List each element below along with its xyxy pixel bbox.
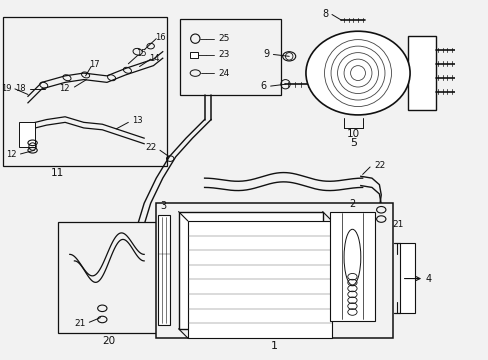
- Bar: [180, 19, 280, 95]
- Text: 21: 21: [74, 319, 85, 328]
- Bar: [156, 203, 392, 338]
- Bar: [178, 212, 322, 329]
- Text: 1: 1: [270, 341, 277, 351]
- Bar: [3, 17, 167, 166]
- Text: 3: 3: [160, 201, 166, 211]
- Text: 12: 12: [6, 150, 17, 159]
- Text: 15: 15: [136, 49, 146, 58]
- Text: 6: 6: [260, 81, 266, 91]
- Bar: [189, 52, 198, 58]
- Text: 25: 25: [218, 34, 229, 43]
- Text: 9: 9: [263, 49, 269, 59]
- Text: 21: 21: [391, 220, 403, 229]
- Text: 20: 20: [102, 336, 115, 346]
- Text: 2: 2: [348, 199, 355, 209]
- Bar: [187, 221, 331, 338]
- Text: 14: 14: [149, 54, 159, 63]
- Text: 18: 18: [16, 84, 26, 93]
- Text: 12: 12: [59, 84, 70, 93]
- Text: 13: 13: [132, 116, 142, 125]
- Text: 8: 8: [322, 9, 327, 19]
- Bar: [19, 122, 35, 147]
- Text: 17: 17: [89, 60, 100, 69]
- Bar: [58, 222, 160, 333]
- Text: 4: 4: [425, 274, 431, 284]
- Text: 16: 16: [154, 33, 165, 42]
- Bar: [329, 212, 374, 321]
- Text: 22: 22: [374, 161, 385, 170]
- Ellipse shape: [344, 229, 360, 285]
- Text: 24: 24: [218, 68, 229, 77]
- Text: 10: 10: [346, 129, 359, 139]
- Ellipse shape: [305, 31, 409, 115]
- Text: 11: 11: [51, 168, 64, 179]
- Bar: [158, 215, 170, 325]
- Text: 22: 22: [145, 143, 156, 152]
- Text: 23: 23: [218, 50, 229, 59]
- Text: 5: 5: [349, 138, 356, 148]
- Text: 19: 19: [0, 84, 11, 93]
- Bar: [407, 36, 435, 110]
- Bar: [399, 243, 414, 313]
